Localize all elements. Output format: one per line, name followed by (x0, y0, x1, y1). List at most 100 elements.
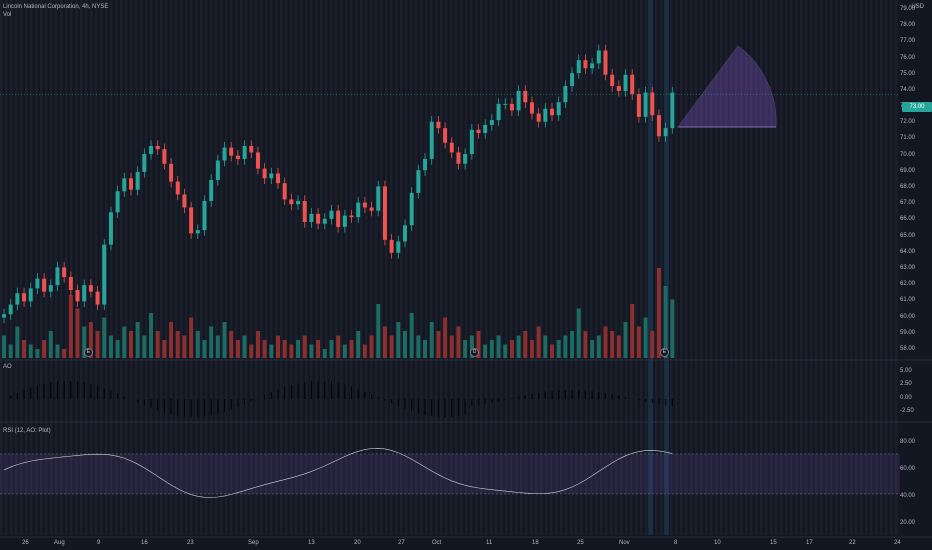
ao-bar (571, 390, 573, 399)
currency-label: USD (911, 4, 924, 10)
stripe (730, 0, 733, 535)
candle-body (630, 74, 635, 95)
stripe (440, 0, 443, 535)
stripe (290, 0, 293, 535)
candle-body (529, 102, 534, 114)
candle-body (8, 304, 13, 315)
candle-body (436, 121, 441, 129)
ao-bar (23, 390, 25, 399)
volume-bar (529, 340, 534, 358)
volume-bar (62, 349, 67, 358)
candle-body (496, 103, 501, 121)
stripe (495, 0, 498, 535)
stripe (230, 0, 233, 535)
time-axis-label: 27 (398, 540, 405, 546)
volume-bar (135, 322, 140, 358)
ao-bar (290, 385, 292, 399)
stripe (35, 0, 38, 535)
ao-bar (237, 399, 239, 407)
candle-body (88, 285, 93, 292)
candle-body (616, 86, 621, 91)
stripe (680, 0, 683, 535)
volume-bar (336, 335, 341, 358)
earnings-event-badge[interactable]: E (84, 348, 93, 357)
stripe (355, 0, 358, 535)
ao-bar (611, 394, 613, 399)
time-axis-label: 13 (308, 540, 315, 546)
price-axis-label: 58.00 (900, 345, 916, 352)
volume-bar (122, 326, 127, 358)
stripe (615, 0, 618, 535)
stripe (160, 0, 163, 535)
candle-body (636, 94, 641, 117)
volume-bar (115, 340, 120, 358)
earnings-event-badge-2[interactable]: E (660, 348, 669, 357)
ao-bar (90, 384, 92, 399)
volume-bar (309, 344, 314, 358)
stripe (375, 0, 378, 535)
stripe (295, 0, 298, 535)
volume-bar (2, 335, 6, 358)
stripe (465, 0, 468, 535)
candle-body (282, 183, 287, 200)
stripe (820, 0, 823, 535)
stripe (765, 0, 768, 535)
volume-bar (369, 335, 374, 358)
price-axis-label: 72.00 (900, 119, 916, 126)
stripe (560, 0, 563, 535)
stripe (45, 0, 48, 535)
candle-body (102, 244, 107, 305)
stripe (775, 0, 778, 535)
candle-body (182, 194, 187, 208)
volume-bar (155, 331, 160, 358)
stripe (10, 0, 13, 535)
time-axis-label: Sep (248, 540, 259, 546)
volume-bar (202, 340, 207, 358)
rsi-axis-label: 20.00 (900, 520, 916, 526)
ao-bar (444, 399, 446, 417)
ao-bar (183, 399, 185, 417)
stripe (225, 0, 228, 535)
dividend-event-badge[interactable]: D (470, 348, 479, 357)
stripe (325, 0, 328, 535)
stripe (310, 0, 313, 535)
stripe (0, 0, 3, 535)
volume-bar (28, 344, 33, 358)
volume-bar (556, 340, 561, 358)
ao-bar (598, 392, 600, 399)
candle-body (362, 202, 367, 208)
stripe (850, 0, 853, 535)
volume-bar (282, 340, 287, 358)
candle-body (249, 145, 254, 153)
candle-body (356, 202, 361, 218)
ao-bar (578, 390, 580, 399)
candle-body (563, 86, 568, 103)
volume-bar (636, 326, 641, 358)
volume-bar (249, 344, 254, 358)
price-axis-label: 79.00 (900, 6, 916, 12)
ao-bar (564, 390, 566, 399)
volume-bar (342, 344, 347, 358)
ao-bar (277, 389, 279, 399)
stripe (705, 0, 708, 535)
volume-bar (469, 335, 474, 358)
volume-bar (42, 340, 47, 358)
time-axis-label: 10 (714, 540, 721, 546)
stripe (85, 0, 88, 535)
stripe (435, 0, 438, 535)
volume-bar (610, 331, 615, 358)
stripe (800, 0, 803, 535)
volume-bar (396, 322, 401, 358)
ao-bar (170, 399, 172, 415)
stripe (185, 0, 188, 535)
candle-body (82, 285, 87, 302)
ao-bar (36, 385, 38, 399)
candle-body (443, 128, 448, 143)
candle-body (570, 73, 575, 87)
stripe (445, 0, 448, 535)
candle-body (95, 291, 100, 305)
ao-bar (498, 399, 500, 402)
volume-bar (242, 335, 247, 358)
